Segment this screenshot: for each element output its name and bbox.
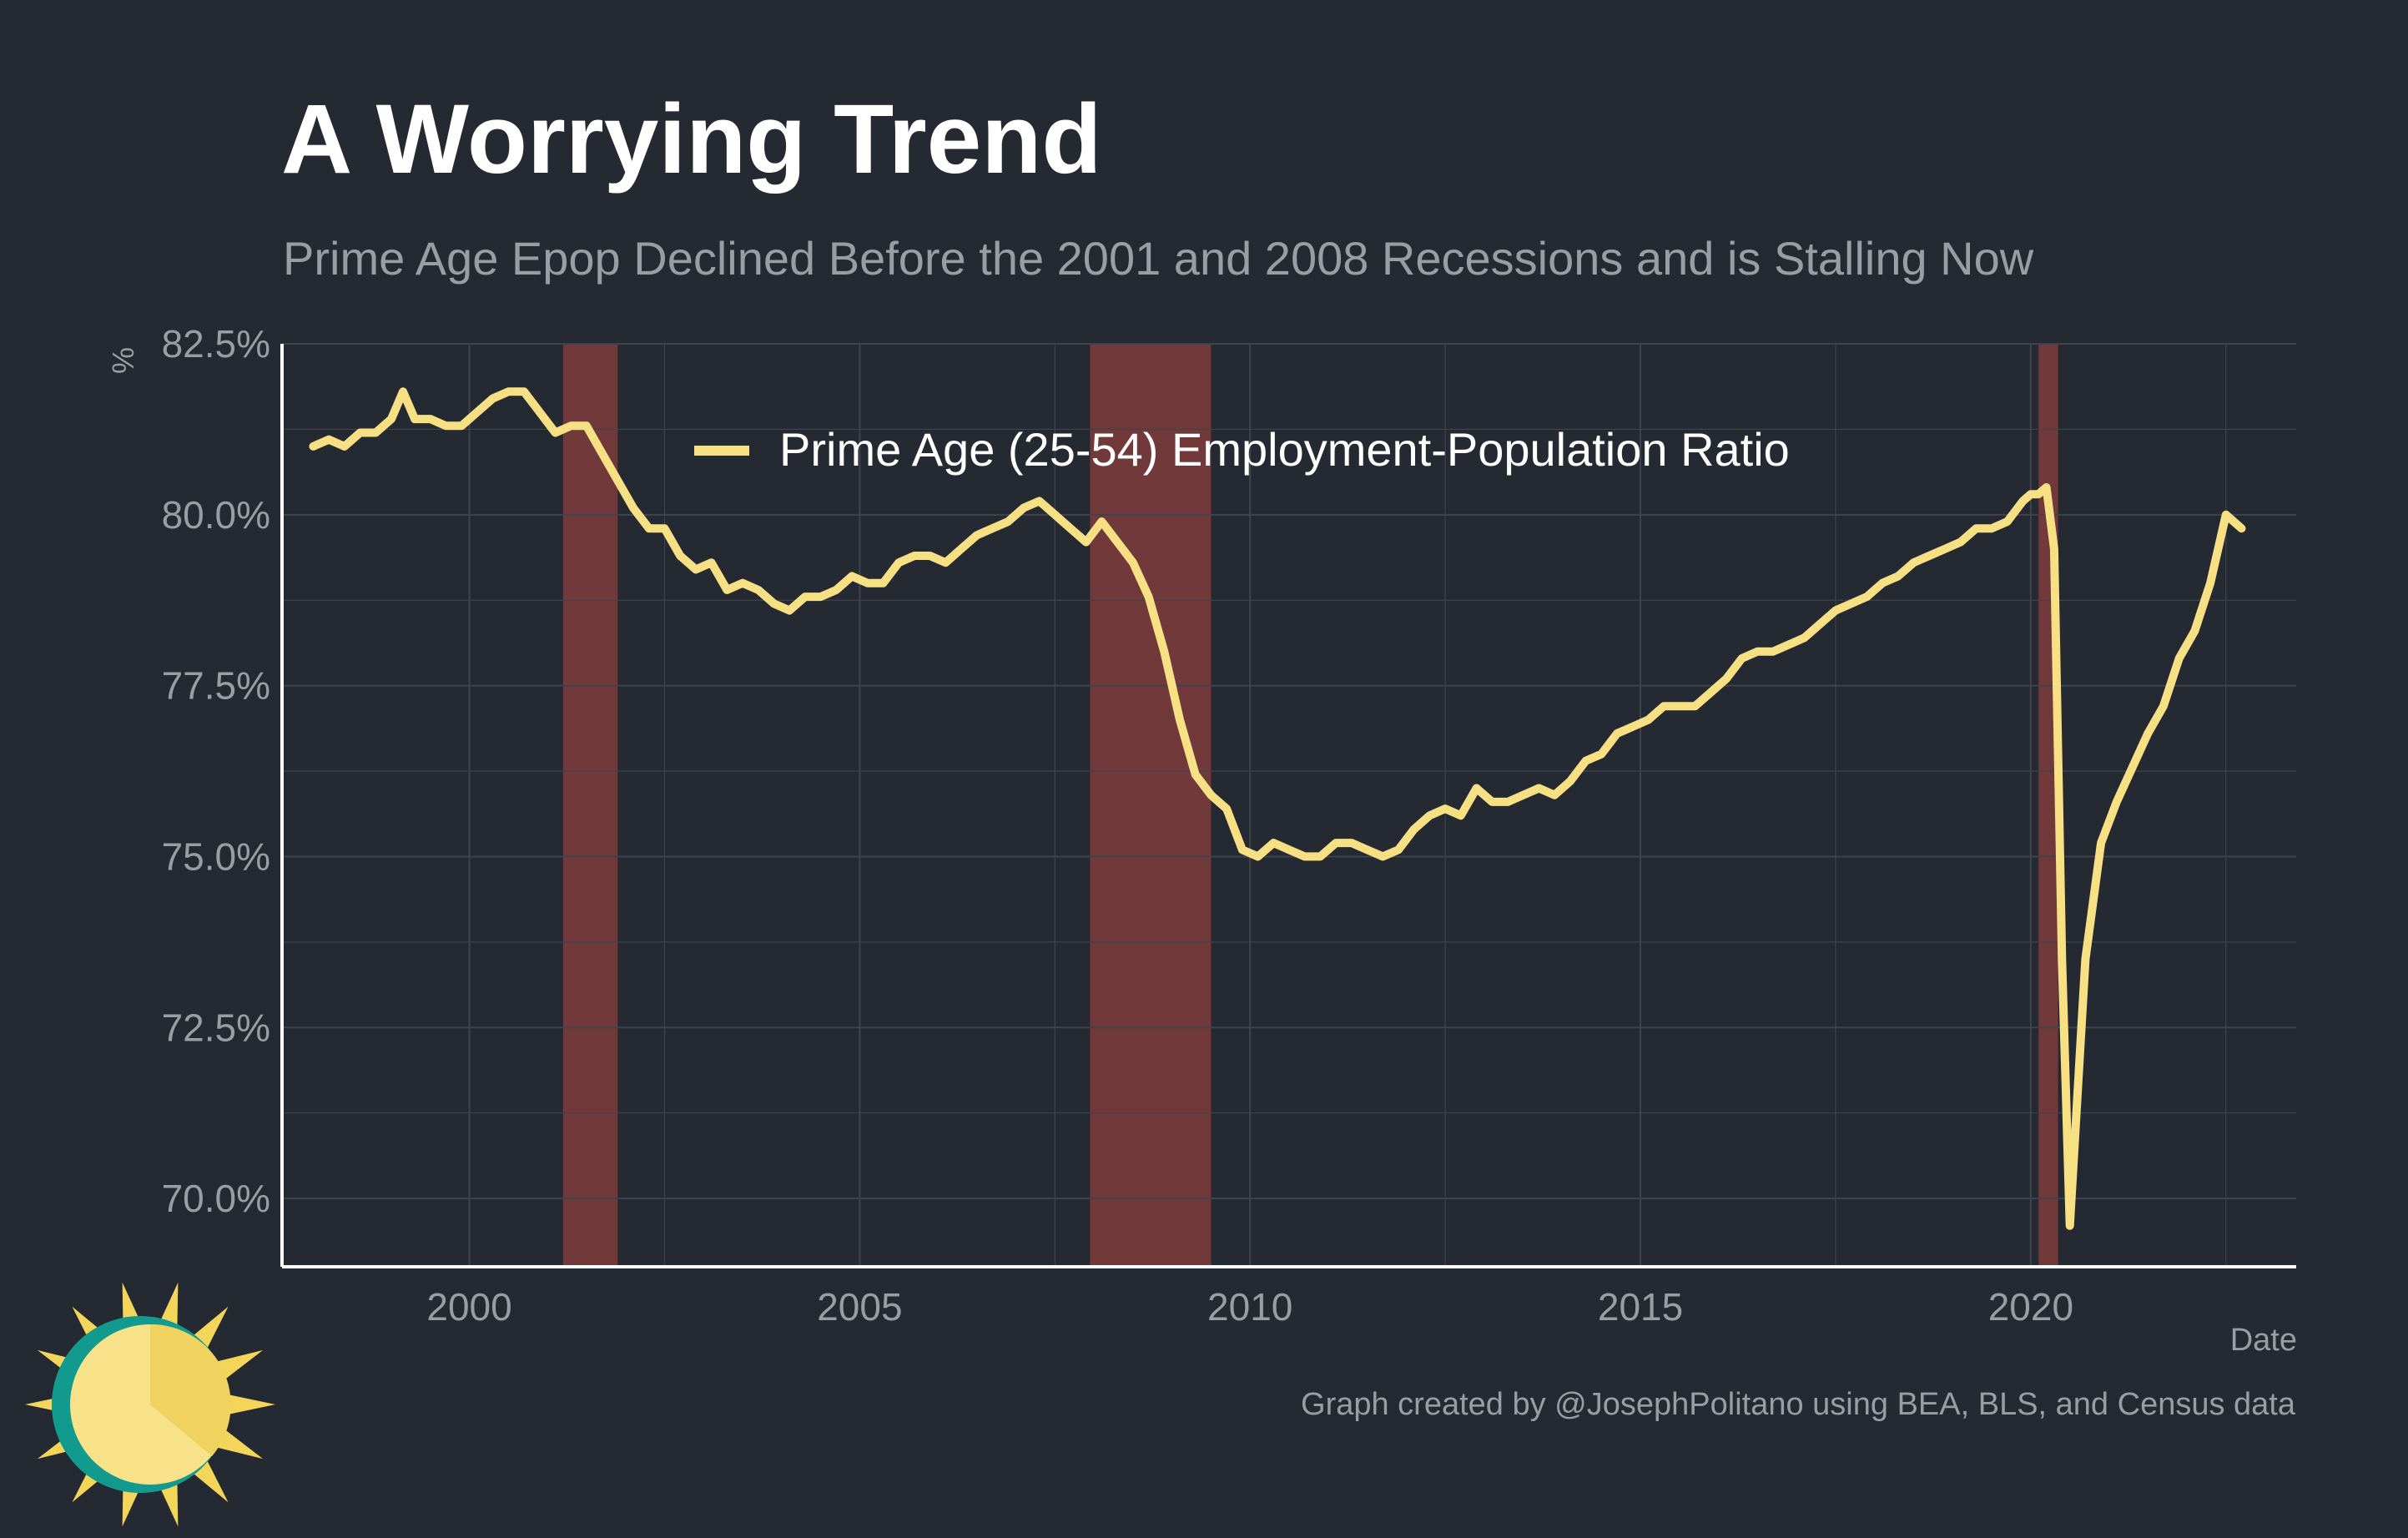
x-tick-label: 2005 bbox=[817, 1285, 902, 1329]
x-tick-label: 2020 bbox=[1988, 1285, 2073, 1329]
y-axis-label: % bbox=[106, 347, 140, 374]
legend-label: Prime Age (25-54) Employment-Population … bbox=[779, 423, 1790, 476]
series-line-1 bbox=[309, 387, 2246, 1230]
series-lines bbox=[309, 387, 2246, 1230]
sun-ray bbox=[192, 1460, 229, 1503]
chart-subtitle: Prime Age Epop Declined Before the 2001 … bbox=[283, 232, 2034, 285]
footer-credit: Graph created by @JosephPolitano using B… bbox=[1301, 1387, 2295, 1422]
sun-ray bbox=[217, 1349, 264, 1379]
tick-labels: 70.0% 72.5% 75.0% 77.5% 80.0% 82.5% 2000 2005 20… bbox=[162, 322, 2073, 1329]
sun-logo-icon bbox=[25, 1282, 275, 1527]
axes bbox=[280, 344, 2296, 1268]
x-tick-label: 2010 bbox=[1207, 1285, 1292, 1329]
sun-ray bbox=[192, 1306, 229, 1349]
x-tick-label: 2000 bbox=[426, 1285, 511, 1329]
sun-ray bbox=[217, 1430, 264, 1460]
sun-ray bbox=[159, 1480, 179, 1527]
x-axis-label: Date bbox=[2230, 1323, 2297, 1358]
sun-ray bbox=[229, 1394, 275, 1414]
y-tick-label: 72.5% bbox=[162, 1006, 270, 1049]
recession-band-1 bbox=[562, 344, 618, 1267]
y-tick-label: 80.0% bbox=[162, 493, 270, 537]
y-tick-label: 77.5% bbox=[162, 664, 270, 708]
y-tick-label: 70.0% bbox=[162, 1177, 270, 1220]
y-tick-label: 75.0% bbox=[162, 835, 270, 878]
sun-ray bbox=[159, 1282, 179, 1329]
x-tick-label: 2015 bbox=[1598, 1285, 1683, 1329]
recession-band-2 bbox=[1090, 344, 1212, 1267]
legend: Prime Age (25-54) Employment-Population … bbox=[694, 423, 1790, 476]
y-tick-label: 82.5% bbox=[162, 322, 270, 366]
recession-bands bbox=[562, 344, 2058, 1267]
chart-title: A Worrying Trend bbox=[281, 84, 1102, 194]
